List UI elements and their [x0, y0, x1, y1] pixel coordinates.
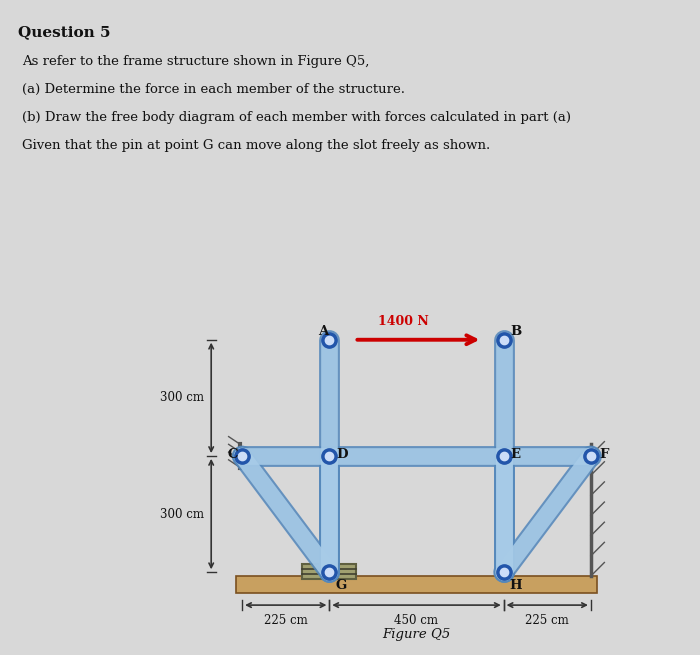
Text: Figure Q5: Figure Q5 [382, 628, 451, 641]
Bar [237, 576, 596, 593]
Bar [302, 565, 356, 579]
Text: 300 cm: 300 cm [160, 508, 204, 521]
Text: 225 cm: 225 cm [526, 614, 569, 627]
Text: As refer to the frame structure shown in Figure Q5,: As refer to the frame structure shown in… [22, 55, 370, 68]
Text: 450 cm: 450 cm [395, 614, 438, 627]
Text: (a) Determine the force in each member of the structure.: (a) Determine the force in each member o… [22, 83, 405, 96]
Text: A: A [318, 325, 329, 338]
Text: Given that the pin at point G can move along the slot freely as shown.: Given that the pin at point G can move a… [22, 139, 490, 152]
Text: E: E [510, 447, 521, 460]
Text: 225 cm: 225 cm [264, 614, 307, 627]
Text: 1400 N: 1400 N [378, 315, 428, 328]
Text: F: F [599, 447, 609, 460]
Text: C: C [228, 447, 238, 460]
Text: H: H [510, 579, 522, 592]
Text: D: D [336, 447, 348, 460]
Text: G: G [335, 579, 346, 592]
Text: (b) Draw the free body diagram of each member with forces calculated in part (a): (b) Draw the free body diagram of each m… [22, 111, 571, 124]
Text: B: B [510, 325, 522, 338]
Text: Question 5: Question 5 [18, 25, 111, 39]
Text: 300 cm: 300 cm [160, 391, 204, 404]
